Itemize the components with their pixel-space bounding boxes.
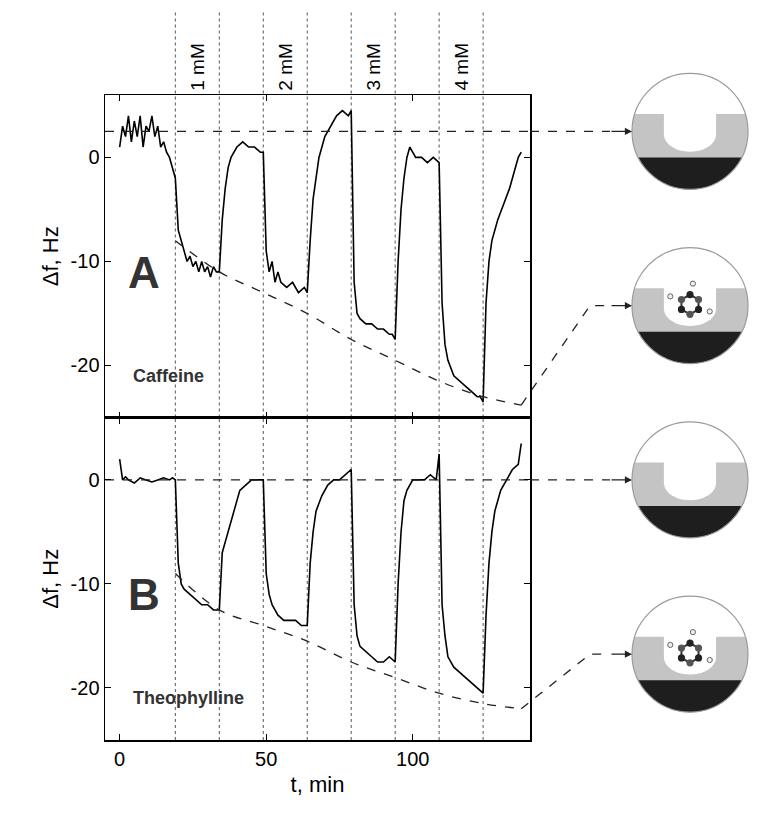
svg-text:100: 100 (396, 748, 429, 770)
svg-text:0: 0 (88, 469, 99, 491)
svg-text:-20: -20 (71, 354, 100, 376)
svg-text:-10: -10 (71, 573, 100, 595)
svg-text:t, min: t, min (291, 772, 345, 797)
svg-text:Δf, Hz: Δf, Hz (38, 549, 63, 609)
svg-text:Δf, Hz: Δf, Hz (38, 226, 63, 286)
svg-text:0: 0 (88, 146, 99, 168)
svg-text:1 mM: 1 mM (187, 43, 208, 91)
svg-text:-10: -10 (71, 250, 100, 272)
svg-text:B: B (128, 570, 160, 619)
svg-text:50: 50 (255, 748, 277, 770)
svg-text:A: A (128, 248, 160, 297)
svg-text:4 mM: 4 mM (451, 43, 472, 91)
svg-text:-20: -20 (71, 677, 100, 699)
svg-text:Theophylline: Theophylline (133, 688, 244, 708)
svg-text:Caffeine: Caffeine (133, 366, 204, 386)
svg-text:0: 0 (114, 748, 125, 770)
svg-text:2 mM: 2 mM (275, 43, 296, 91)
svg-text:3 mM: 3 mM (363, 43, 384, 91)
